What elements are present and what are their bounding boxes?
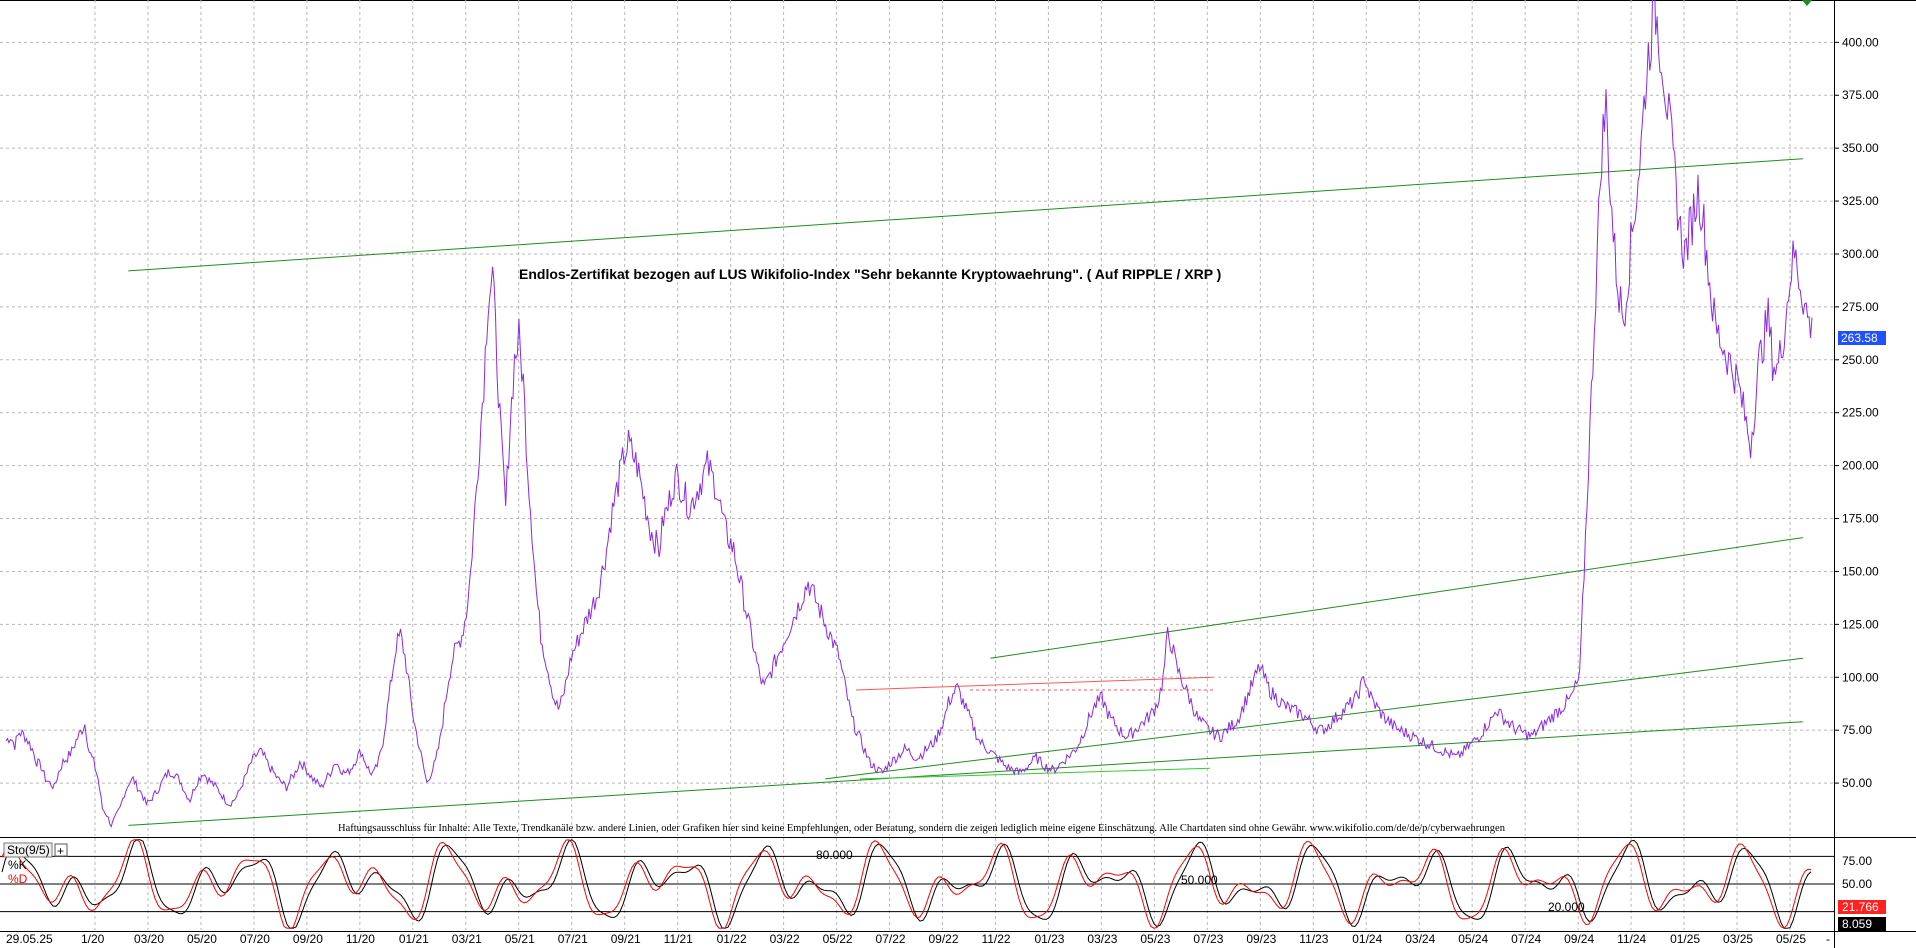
x-tick-label: 05/21 <box>505 932 535 946</box>
x-tick-label: 03/24 <box>1405 932 1435 946</box>
x-tick-label: 09/20 <box>293 932 323 946</box>
y-tick-label: 50.00 <box>1842 776 1872 790</box>
main-gridlines <box>0 0 1834 930</box>
legend-k: %K <box>8 858 27 872</box>
y-tick-label: 325.00 <box>1842 194 1879 208</box>
y-tick-label: 200.00 <box>1842 459 1879 473</box>
x-tick-label: 03/21 <box>452 932 482 946</box>
expand-icon[interactable] <box>54 843 68 857</box>
legend-d: %D <box>8 872 28 886</box>
price-series <box>5 0 1813 828</box>
x-tick-label: 09/22 <box>929 932 959 946</box>
trendline-mid-channel <box>990 537 1803 659</box>
price-line <box>5 0 1813 828</box>
x-tick-label: 05/20 <box>187 932 217 946</box>
x-tick-label: 11/20 <box>346 932 375 946</box>
x-tick-label: 01/25 <box>1670 932 1700 946</box>
y-tick-label: 150.00 <box>1842 564 1879 578</box>
level-50-label: 50.000 <box>1181 873 1218 887</box>
x-tick-label: 11/22 <box>981 932 1010 946</box>
x-tick-label: 05/25 <box>1776 932 1806 946</box>
x-tick-label: 07/22 <box>876 932 906 946</box>
osc-y-tick-label: 75.00 <box>1842 854 1872 868</box>
last-price-tag: 263.58 <box>1838 331 1886 345</box>
x-tick-label: 07/24 <box>1511 932 1541 946</box>
x-tick-label: 03/22 <box>770 932 800 946</box>
x-tick-label: 07/23 <box>1193 932 1223 946</box>
y-tick-label: 300.00 <box>1842 247 1879 261</box>
x-tick-label: 09/24 <box>1564 932 1594 946</box>
y-tick-label: 350.00 <box>1842 141 1879 155</box>
oscillator-label: Sto(9/5) <box>7 843 50 857</box>
x-tick-label: 05/22 <box>823 932 853 946</box>
osc-y-tick-label: 50.00 <box>1842 877 1872 891</box>
axis-dash: - <box>1826 932 1830 946</box>
last-d-label: 8.059 <box>1842 917 1872 931</box>
y-tick-label: 375.00 <box>1842 88 1879 102</box>
stochastic-series <box>1 839 1812 929</box>
disclaimer-text: Haftungsausschluss für Inhalte: Alle Tex… <box>338 823 1506 834</box>
x-tick-label: 01/24 <box>1352 932 1382 946</box>
x-tick-label: 01/22 <box>717 932 747 946</box>
stochastic-d-line <box>1 839 1812 929</box>
resistance-lines <box>855 676 1214 691</box>
y-tick-label: 225.00 <box>1842 406 1879 420</box>
resistance-line <box>855 676 1214 691</box>
x-tick-label: 11/23 <box>1299 932 1328 946</box>
price-axis: 400.00 375.00 350.00 325.00 300.00 275.00 250.… <box>1834 35 1879 790</box>
x-tick-label: 07/20 <box>240 932 270 946</box>
x-tick-label: 09/21 <box>611 932 641 946</box>
x-tick-label: 09/23 <box>1246 932 1276 946</box>
time-axis: 29.05.25 1/20 03/20 05/20 07/20 09/20 11/20 01/… <box>6 932 1806 946</box>
x-tick-label: 07/21 <box>558 932 588 946</box>
x-tick-label: 11/24 <box>1617 932 1646 946</box>
trendline-lower-channel-2 <box>128 721 1803 826</box>
y-tick-label: 250.00 <box>1842 353 1879 367</box>
y-tick-label: 175.00 <box>1842 512 1879 526</box>
trendline-lower-channel-1 <box>825 657 1803 780</box>
last-d-tag: 8.059 <box>1838 917 1886 931</box>
oscillator-header: Sto(9/5) + %K %D <box>3 842 68 886</box>
x-tick-label: 05/24 <box>1458 932 1488 946</box>
y-tick-label: 275.00 <box>1842 300 1879 314</box>
chart-title: Endlos-Zertifikat bezogen auf LUS Wikifo… <box>519 266 1221 282</box>
x-tick-label: 03/20 <box>134 932 164 946</box>
trend-lines <box>128 158 1803 826</box>
last-price-label: 263.58 <box>1841 331 1878 345</box>
stochastic-k-line <box>1 839 1812 929</box>
x-tick-label: 05/23 <box>1140 932 1170 946</box>
x-tick-label: 01/21 <box>399 932 429 946</box>
x-tick-label: 03/25 <box>1723 932 1753 946</box>
x-tick-label: 03/23 <box>1087 932 1117 946</box>
last-k-tag: 21.766 <box>1838 900 1886 914</box>
marker-icon <box>1802 0 1812 6</box>
x-tick-label: 01/23 <box>1034 932 1064 946</box>
oscillator-axis: 75.00 50.00 <box>1842 854 1872 891</box>
x-tick-label: 1/20 <box>81 932 105 946</box>
level-80-label: 80.000 <box>816 848 853 862</box>
y-tick-label: 125.00 <box>1842 617 1879 631</box>
y-tick-label: 400.00 <box>1842 35 1879 49</box>
level-20-label: 20.000 <box>1548 900 1585 914</box>
y-tick-label: 100.00 <box>1842 670 1879 684</box>
last-k-label: 21.766 <box>1842 900 1879 914</box>
x-tick-label: 11/21 <box>664 932 693 946</box>
y-tick-label: 75.00 <box>1842 723 1872 737</box>
x-tick-label: 29.05.25 <box>6 932 53 946</box>
trendline-upper-channel <box>128 158 1803 272</box>
plus-icon[interactable]: + <box>57 844 64 858</box>
support-line <box>859 767 1211 780</box>
